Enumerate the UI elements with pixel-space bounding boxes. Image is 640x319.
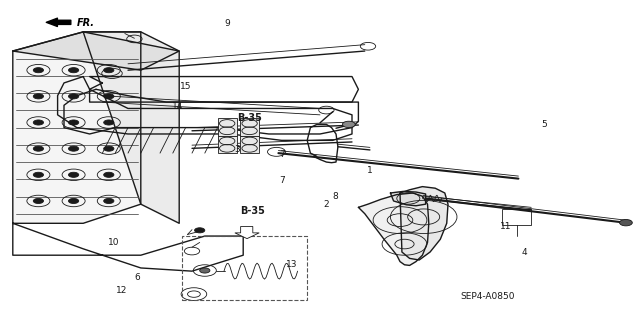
Circle shape <box>33 68 44 73</box>
Circle shape <box>342 121 355 128</box>
Text: 14: 14 <box>172 102 184 111</box>
Text: 7: 7 <box>279 176 284 185</box>
Circle shape <box>104 120 114 125</box>
Circle shape <box>104 198 114 204</box>
Circle shape <box>620 219 632 226</box>
FancyArrowPatch shape <box>46 18 71 26</box>
Circle shape <box>68 120 79 125</box>
Polygon shape <box>400 187 448 260</box>
Text: 13: 13 <box>286 260 298 269</box>
Circle shape <box>33 94 44 99</box>
Bar <box>240 118 259 136</box>
Text: 4: 4 <box>522 248 527 256</box>
Circle shape <box>104 172 114 177</box>
Text: B-35: B-35 <box>241 206 265 216</box>
Circle shape <box>68 146 79 151</box>
Bar <box>502 209 531 225</box>
Text: SEP4-A0850: SEP4-A0850 <box>461 292 515 301</box>
Circle shape <box>195 228 205 233</box>
Bar <box>240 136 259 153</box>
Circle shape <box>68 198 79 204</box>
Text: 3: 3 <box>234 145 239 154</box>
Text: 1: 1 <box>367 166 372 175</box>
Bar <box>218 136 237 153</box>
Circle shape <box>104 68 114 73</box>
Bar <box>218 118 237 136</box>
Text: 15: 15 <box>180 82 191 91</box>
Circle shape <box>104 94 114 99</box>
Circle shape <box>200 268 210 273</box>
Text: 12: 12 <box>116 286 127 295</box>
Text: 8: 8 <box>333 192 338 201</box>
Text: 7: 7 <box>279 150 284 159</box>
Text: 11: 11 <box>500 222 511 231</box>
Text: 10: 10 <box>108 238 120 247</box>
Text: FR.: FR. <box>77 18 95 28</box>
Text: 5: 5 <box>541 120 547 129</box>
Circle shape <box>33 198 44 204</box>
Text: 2: 2 <box>324 200 329 209</box>
Polygon shape <box>83 32 179 223</box>
Polygon shape <box>235 226 259 239</box>
Bar <box>182 236 307 300</box>
Polygon shape <box>390 191 426 206</box>
Polygon shape <box>13 32 141 223</box>
Circle shape <box>33 120 44 125</box>
Circle shape <box>68 172 79 177</box>
Text: 6: 6 <box>135 273 140 282</box>
Circle shape <box>33 146 44 151</box>
Circle shape <box>104 146 114 151</box>
Polygon shape <box>13 32 179 70</box>
Text: B-35: B-35 <box>237 113 262 123</box>
Circle shape <box>68 68 79 73</box>
Polygon shape <box>358 193 429 265</box>
Text: 9: 9 <box>225 19 230 28</box>
Circle shape <box>68 94 79 99</box>
Circle shape <box>33 172 44 177</box>
